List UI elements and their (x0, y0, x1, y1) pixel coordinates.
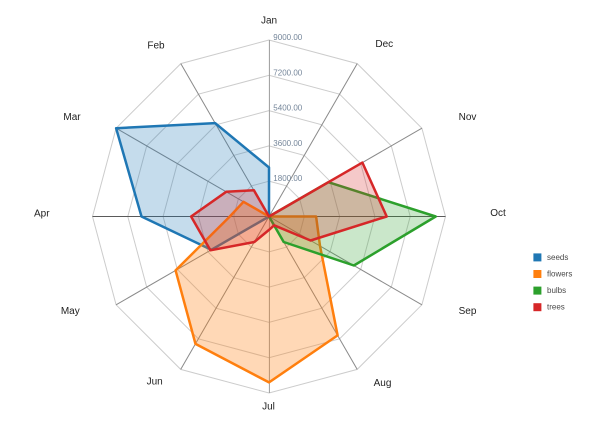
svg-text:Nov: Nov (459, 112, 477, 123)
svg-text:trees: trees (547, 303, 565, 312)
svg-text:Sep: Sep (459, 306, 477, 317)
svg-text:7200.00: 7200.00 (273, 68, 302, 77)
svg-text:Dec: Dec (375, 39, 393, 50)
svg-text:Oct: Oct (490, 208, 506, 219)
svg-text:May: May (61, 306, 80, 317)
svg-text:Apr: Apr (34, 208, 50, 219)
svg-text:Jul: Jul (262, 402, 275, 413)
svg-text:seeds: seeds (547, 253, 568, 262)
svg-text:Mar: Mar (63, 112, 81, 123)
svg-text:flowers: flowers (547, 270, 572, 279)
svg-text:5400.00: 5400.00 (273, 104, 302, 113)
svg-text:1800.00: 1800.00 (273, 174, 302, 183)
svg-text:Jun: Jun (147, 377, 163, 388)
svg-text:3600.00: 3600.00 (273, 139, 302, 148)
svg-text:Aug: Aug (374, 378, 392, 389)
svg-text:Jan: Jan (261, 16, 277, 27)
svg-text:9000.00: 9000.00 (273, 33, 302, 42)
svg-text:Feb: Feb (147, 40, 165, 51)
svg-text:bulbs: bulbs (547, 286, 566, 295)
